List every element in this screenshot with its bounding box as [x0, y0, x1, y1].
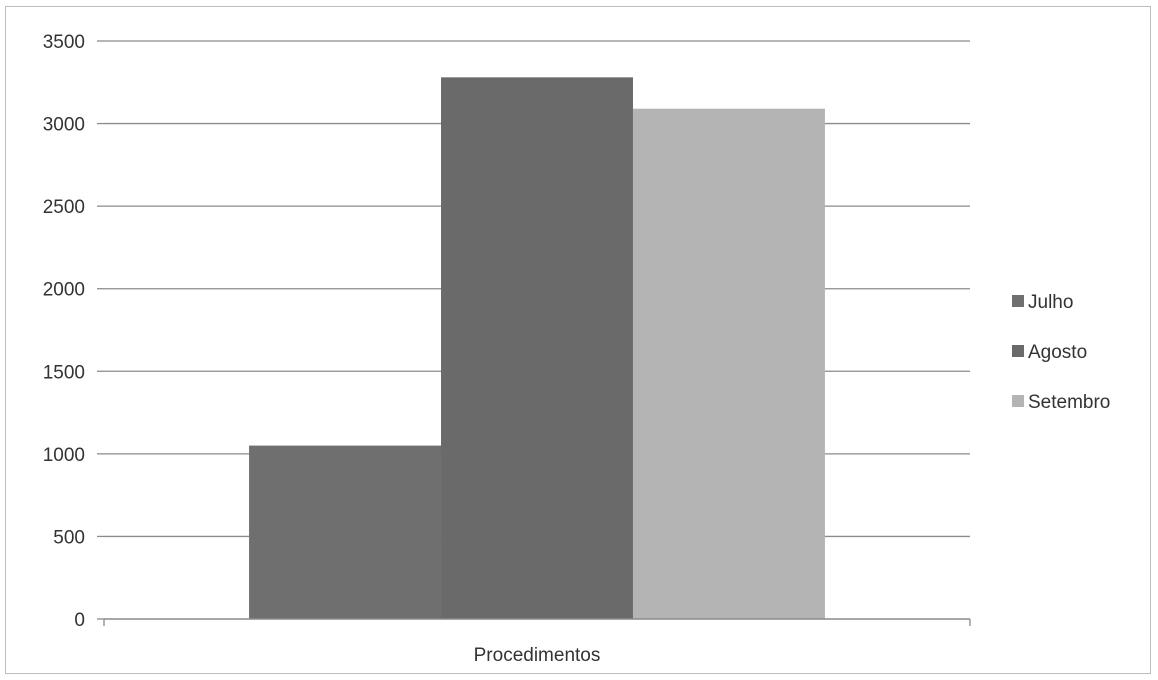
y-tick-label: 1000	[43, 445, 85, 466]
bars	[249, 77, 825, 620]
legend-swatch-julho	[1012, 295, 1024, 307]
y-tick-label: 2000	[43, 280, 85, 301]
y-axis-tick-labels: 0 500 1000 1500 2000 2500 3000 3500	[43, 32, 85, 631]
category-labels: Procedimentos	[474, 645, 601, 666]
y-tick-label: 3500	[43, 32, 85, 53]
y-tick-label: 3000	[43, 115, 85, 136]
bar-julho	[249, 445, 442, 619]
legend: Julho Agosto Setembro	[1012, 292, 1110, 413]
legend-label-julho: Julho	[1028, 292, 1073, 313]
y-tick-label: 1500	[43, 362, 85, 383]
y-tick-label: 500	[53, 527, 85, 548]
bar-agosto	[441, 77, 633, 620]
y-tick-label: 0	[74, 610, 85, 631]
y-tick-label: 2500	[43, 197, 85, 218]
legend-label-setembro: Setembro	[1028, 392, 1110, 413]
bar-setembro	[632, 108, 825, 620]
x-category-label: Procedimentos	[474, 645, 601, 666]
legend-swatch-setembro	[1012, 395, 1024, 407]
legend-swatch-agosto	[1012, 345, 1024, 357]
legend-label-agosto: Agosto	[1028, 342, 1087, 363]
x-axis-ticks	[103, 619, 971, 626]
